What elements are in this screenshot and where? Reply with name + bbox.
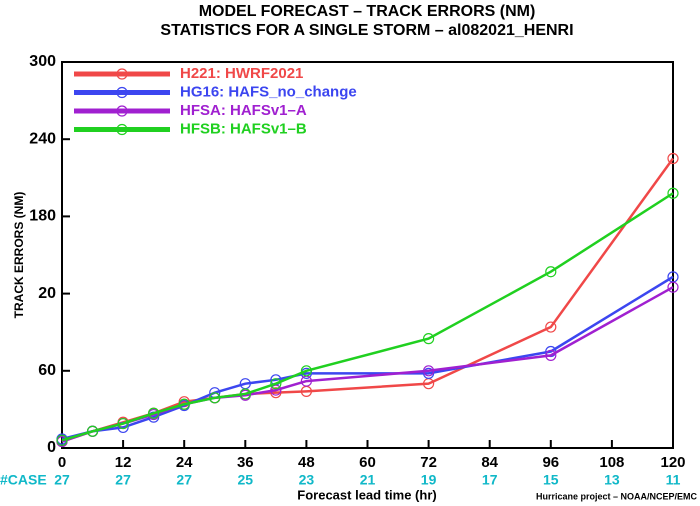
- x-tick-label: 96: [542, 454, 559, 471]
- chart-title: MODEL FORECAST – TRACK ERRORS (NM): [199, 3, 536, 20]
- case-count: 27: [115, 472, 131, 488]
- y-tick-label: 0: [47, 439, 56, 456]
- data-point: [117, 417, 129, 430]
- legend-marker: [116, 86, 128, 99]
- x-tick-label: 84: [481, 454, 498, 471]
- x-tick-label: 12: [115, 454, 132, 471]
- data-point: [667, 187, 679, 199]
- case-count: 21: [360, 472, 376, 488]
- series-line: [61, 192, 674, 442]
- x-tick-label: 24: [176, 454, 193, 471]
- y-axis-label: TRACK ERRORS (NM): [12, 192, 26, 319]
- data-point: [270, 378, 282, 390]
- data-point: [270, 387, 282, 399]
- series-line: [61, 157, 675, 443]
- data-point: [545, 321, 557, 333]
- x-axis-label: Forecast lead time (hr): [297, 487, 436, 502]
- data-point: [545, 349, 557, 361]
- y-tick-label: 20: [38, 285, 56, 302]
- x-tick-label: 48: [298, 454, 315, 471]
- legend-marker: [116, 105, 128, 117]
- y-tick-label: 180: [29, 208, 56, 225]
- x-tick-label: 36: [237, 454, 254, 471]
- x-tick-label: 60: [359, 454, 376, 471]
- x-tick-label: 0: [58, 454, 66, 471]
- annotation: Hurricane project – NOAA/NCEP/EMC: [536, 491, 698, 501]
- data-point: [300, 365, 312, 377]
- data-point: [209, 392, 221, 404]
- data-point: [56, 434, 68, 446]
- case-count: 11: [666, 472, 681, 488]
- case-count: 25: [238, 472, 254, 488]
- legend-label: HFSB: HAFSv1–B: [180, 120, 307, 137]
- legend-label: HFSA: HAFSv1–A: [180, 102, 307, 119]
- case-label: #CASE: [0, 472, 47, 488]
- case-count: 19: [421, 472, 437, 488]
- data-point: [667, 281, 679, 293]
- data-point: [270, 384, 282, 396]
- x-tick-label: 72: [420, 454, 437, 471]
- data-point: [178, 398, 190, 410]
- y-tick-label: 60: [38, 362, 56, 379]
- data-point: [545, 266, 557, 278]
- data-point: [423, 367, 435, 379]
- data-point: [239, 388, 251, 400]
- case-count: 23: [299, 472, 315, 488]
- case-count: 27: [176, 472, 192, 488]
- data-point: [148, 407, 160, 419]
- x-tick-label: 120: [660, 454, 685, 471]
- chart-subtitle: STATISTICS FOR A SINGLE STORM – al082021…: [160, 22, 573, 39]
- case-count: 17: [482, 472, 498, 488]
- legend-label: HG16: HAFS_no_change: [180, 83, 357, 100]
- legend-marker: [116, 68, 128, 80]
- data-point: [423, 365, 435, 377]
- y-tick-label: 240: [29, 130, 56, 147]
- data-point: [86, 425, 99, 437]
- plot-frame: [61, 61, 674, 449]
- x-tick-label: 108: [599, 454, 624, 471]
- legend-label: H221: HWRF2021: [180, 65, 303, 82]
- data-point: [667, 152, 679, 165]
- case-count: 13: [604, 472, 620, 488]
- case-count: 15: [543, 472, 559, 488]
- data-point: [423, 333, 435, 345]
- legend-marker: [116, 123, 128, 136]
- y-tick-label: 300: [29, 53, 56, 70]
- case-count: 27: [54, 472, 70, 488]
